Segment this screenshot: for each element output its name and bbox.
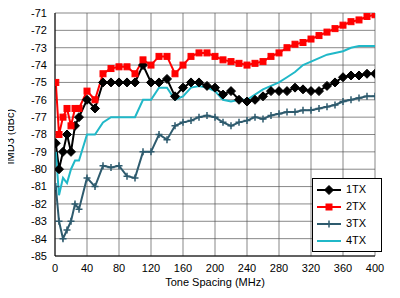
svg-text:-84: -84 [31, 233, 47, 245]
svg-text:0: 0 [52, 262, 58, 274]
svg-text:360: 360 [334, 262, 352, 274]
svg-text:280: 280 [270, 262, 288, 274]
svg-text:320: 320 [302, 262, 320, 274]
svg-text:-75: -75 [31, 76, 47, 88]
svg-text:Tone Spacing (MHz): Tone Spacing (MHz) [165, 276, 265, 288]
svg-text:80: 80 [113, 262, 125, 274]
svg-text:-79: -79 [31, 146, 47, 158]
svg-text:-85: -85 [31, 250, 47, 262]
html-text:1TX: 1TX [346, 183, 367, 195]
svg-text:-83: -83 [31, 215, 47, 227]
svg-text:400: 400 [366, 262, 384, 274]
svg-text:IMD3 (dBc): IMD3 (dBc) [8, 109, 16, 165]
svg-text:-74: -74 [31, 59, 47, 71]
svg-text:-73: -73 [31, 42, 47, 54]
svg-text:-82: -82 [31, 198, 47, 210]
html-text:4TX: 4TX [346, 234, 367, 246]
svg-text:-71: -71 [31, 8, 47, 19]
svg-text:120: 120 [142, 262, 160, 274]
html-text:3TX: 3TX [346, 217, 367, 229]
svg-text:-80: -80 [31, 163, 47, 175]
svg-text:-72: -72 [31, 24, 47, 36]
html-text:2TX: 2TX [346, 200, 367, 212]
svg-text:-78: -78 [31, 128, 47, 140]
svg-text:-81: -81 [31, 180, 47, 192]
svg-text:-77: -77 [31, 111, 47, 123]
svg-text:160: 160 [174, 262, 192, 274]
svg-text:200: 200 [206, 262, 224, 274]
svg-text:240: 240 [238, 262, 256, 274]
svg-text:-76: -76 [31, 94, 47, 106]
svg-text:40: 40 [81, 262, 93, 274]
